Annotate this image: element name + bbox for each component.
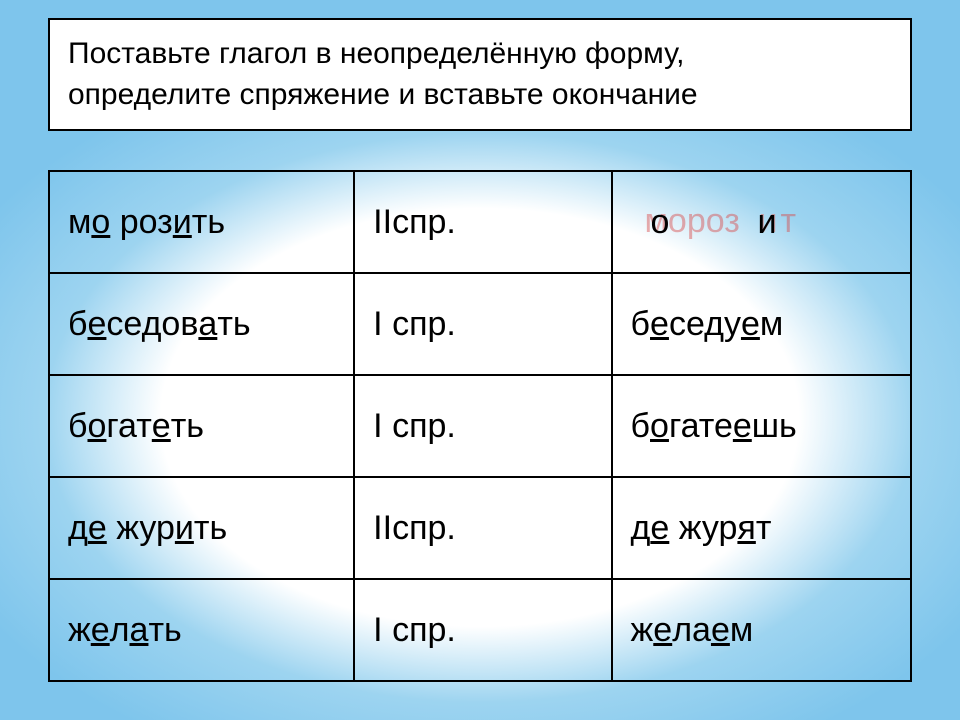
instruction-line1: Поставьте глагол в неопределённую форму, xyxy=(68,37,684,70)
word-post: ть xyxy=(171,407,204,445)
word-post: шь xyxy=(752,407,797,445)
ghost-hint: т xyxy=(781,202,797,241)
instruction-line2: определите спряжение и вставьте окончани… xyxy=(68,78,698,111)
word-pre: б xyxy=(631,407,650,445)
conjugation-cell: IIспр. xyxy=(354,477,611,579)
word-pre: ж xyxy=(631,611,654,649)
table-row: де журитьIIспр.де журят xyxy=(49,477,911,579)
underlined-letter: о xyxy=(91,203,110,242)
word-mid: седов xyxy=(106,305,198,343)
word-pre: б xyxy=(68,407,87,445)
word-pre: д xyxy=(631,509,651,547)
conjugated-cell: желаем xyxy=(612,579,911,681)
conjugated-cell: богатеешь xyxy=(612,375,911,477)
conjugated-cell: морозитои xyxy=(612,171,911,273)
underlined-letter: а xyxy=(130,611,149,650)
word-pre: м xyxy=(68,203,91,241)
underlined-letter: е xyxy=(733,407,752,446)
word-mid: л xyxy=(110,611,130,649)
underlined-letter: и xyxy=(175,509,194,548)
infinitive-cell: богатеть xyxy=(49,375,354,477)
infinitive-cell: де журить xyxy=(49,477,354,579)
underlined-letter: е xyxy=(741,305,760,344)
table-row: беседоватьI спр.беседуем xyxy=(49,273,911,375)
conjugation-cell: I спр. xyxy=(354,375,611,477)
infinitive-cell: желать xyxy=(49,579,354,681)
word-mid: роз xyxy=(110,203,172,241)
word-post: ть xyxy=(148,611,181,649)
table-row: богатетьI спр.богатеешь xyxy=(49,375,911,477)
word-pre: д xyxy=(68,509,88,547)
word-pre: б xyxy=(631,305,650,343)
infinitive-cell: беседовать xyxy=(49,273,354,375)
word-post: ть xyxy=(192,203,225,241)
underlined-letter: и xyxy=(173,203,192,242)
conjugation-cell: I спр. xyxy=(354,273,611,375)
underlined-letter: е xyxy=(653,611,672,650)
underlined-letter: е xyxy=(152,407,171,446)
conjugation-cell: I спр. xyxy=(354,579,611,681)
word-pre: б xyxy=(68,305,87,343)
word-post: т xyxy=(756,509,772,547)
underlined-letter: е xyxy=(88,509,107,548)
underlined-letter: о xyxy=(650,407,669,446)
underlined-letter: я xyxy=(737,509,755,548)
infinitive-cell: мо розить xyxy=(49,171,354,273)
underlined-letter: е xyxy=(711,611,730,650)
word-mid: седу xyxy=(669,305,741,343)
answer-letter: и xyxy=(757,203,776,242)
conjugation-cell: IIспр. xyxy=(354,171,611,273)
underlined-letter: е xyxy=(91,611,110,650)
word-post: ть xyxy=(217,305,250,343)
underlined-letter: е xyxy=(650,305,669,344)
conjugated-cell: де журят xyxy=(612,477,911,579)
instruction-box: Поставьте глагол в неопределённую форму,… xyxy=(48,18,912,131)
conjugated-cell: беседуем xyxy=(612,273,911,375)
underlined-letter: е xyxy=(87,305,106,344)
word-mid: жур xyxy=(107,509,175,547)
word-mid: ла xyxy=(672,611,711,649)
answer-letter: о xyxy=(651,203,670,242)
word-pre: ж xyxy=(68,611,91,649)
verb-table: мо розитьIIспр.морозитоибеседоватьI спр.… xyxy=(48,170,912,682)
word-mid: гате xyxy=(669,407,733,445)
word-post: м xyxy=(760,305,783,343)
underlined-letter: е xyxy=(650,509,669,548)
word-post: м xyxy=(730,611,753,649)
word-mid: жур xyxy=(669,509,737,547)
table-row: мо розитьIIспр.морозитои xyxy=(49,171,911,273)
word-mid: гат xyxy=(106,407,151,445)
underlined-letter: о xyxy=(87,407,106,446)
table-row: желатьI спр.желаем xyxy=(49,579,911,681)
word-post: ть xyxy=(194,509,227,547)
underlined-letter: а xyxy=(198,305,217,344)
